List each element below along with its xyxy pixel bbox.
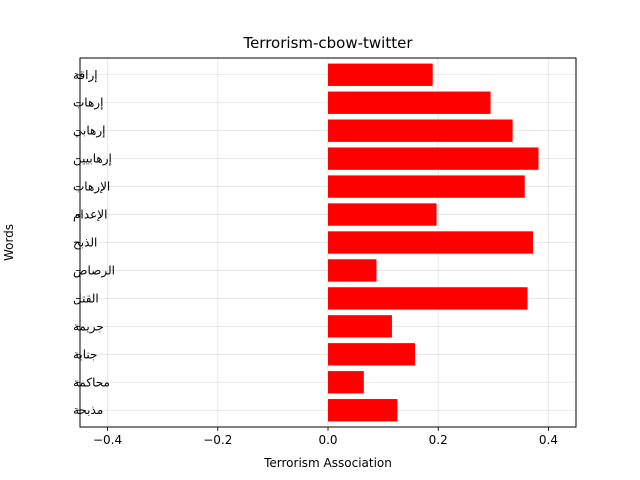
x-tick-label: −0.4 [93,433,122,447]
x-tick-label: 0.2 [429,433,448,447]
bar [328,315,392,338]
bar [328,175,525,198]
y-tick-label: جناية [73,347,97,361]
y-tick-label: الإرهاب [73,180,110,195]
bar [328,371,364,394]
bar [328,231,534,254]
bar [328,287,528,310]
bar [328,259,377,282]
bar [328,343,416,366]
y-tick-label: إرهاب [73,96,103,111]
y-tick-label: محاكمة [73,375,110,389]
y-axis-label: Words [2,224,16,261]
bar [328,399,398,422]
bar [328,203,437,226]
y-tick-label: إرهابي [73,124,105,139]
chart-title: Terrorism-cbow-twitter [242,34,413,52]
bar [328,119,513,142]
y-tick-label: الذبح [73,236,97,250]
x-tick-label: 0.0 [318,433,337,447]
x-tick-label: 0.4 [539,433,558,447]
y-tick-label: جريمة [73,319,104,334]
y-tick-label: مذبحة [73,403,103,417]
x-axis-label: Terrorism Association [263,456,392,470]
bars-layer [328,63,539,422]
y-tick-label: الرصاص [73,263,115,278]
y-tick-label: القتل [73,291,99,305]
bar [328,63,433,86]
y-tick-label: إرهابيين [73,152,112,167]
y-tick-label: إراقة [73,68,98,83]
bar [328,147,539,170]
y-tick-label: الإعدام [73,208,107,222]
bar [328,91,491,114]
x-axis: −0.4 −0.2 0.0 0.2 0.4 [93,427,558,447]
x-tick-label: −0.2 [203,433,232,447]
y-axis: إراقة إرهاب إرهابي إرهابيين الإرهاب الإعدام ال… [73,68,115,417]
